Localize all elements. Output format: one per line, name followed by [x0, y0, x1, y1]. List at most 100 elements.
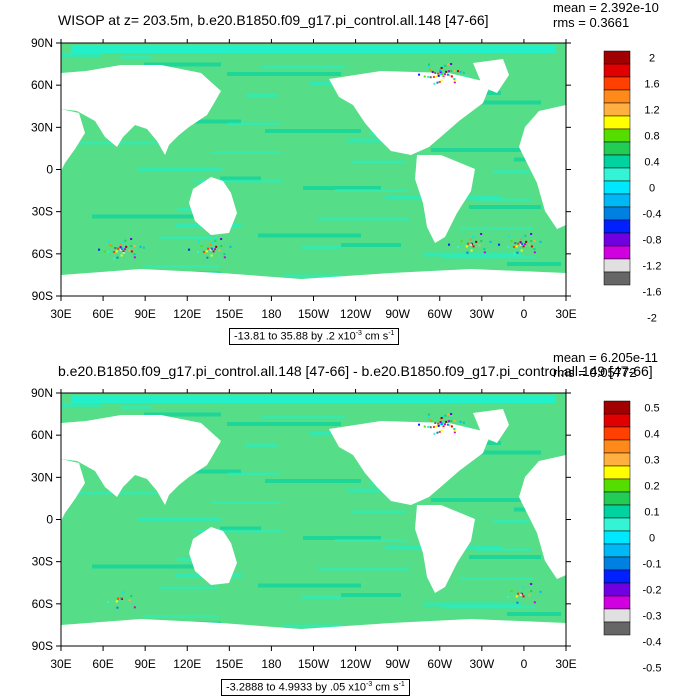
colorbar-label: -0.1 — [643, 559, 662, 571]
colorbar-label: 1.6 — [644, 79, 659, 91]
x-tick-label: 0 — [521, 307, 528, 321]
x-tick-label: 150E — [215, 307, 243, 321]
y-tick-label: 30S — [32, 205, 53, 219]
x-tick-label: 30E — [50, 657, 71, 671]
colorbar-cell — [603, 504, 631, 519]
colorbar-cell — [603, 569, 631, 584]
colorbar-cell — [603, 193, 631, 208]
y-tick-label: 60S — [32, 597, 53, 611]
x-tick-label: 120W — [340, 657, 372, 671]
land-mass-3 — [189, 177, 237, 235]
colorbar-label: 0.8 — [644, 131, 659, 143]
colorbar-cell — [603, 452, 631, 467]
land-mass-4 — [329, 421, 491, 505]
x-tick-label: 60W — [427, 307, 452, 321]
colorbar-label: 0.5 — [644, 403, 659, 415]
colorbar-cell — [603, 63, 631, 78]
x-tick-label: 180 — [261, 657, 281, 671]
x-tick-label: 120E — [173, 307, 201, 321]
y-tick-label: 90S — [32, 639, 53, 653]
y-tick-label: 30N — [31, 120, 53, 134]
land-mass-5 — [415, 505, 475, 593]
x-tick-label: 120W — [340, 307, 372, 321]
colorbar-cell — [603, 400, 631, 415]
colorbar-cell — [603, 621, 631, 636]
colorbar-cell — [603, 206, 631, 221]
colorbar-label: -0.2 — [643, 585, 662, 597]
colorbar-cell — [603, 491, 631, 506]
x-tick-label: 30E — [555, 307, 576, 321]
land-mass-6 — [473, 409, 509, 443]
x-tick-label: 60E — [92, 657, 113, 671]
land-mass-4 — [329, 71, 491, 155]
colorbar-label: 0.3 — [644, 455, 659, 467]
colorbar-cell — [603, 89, 631, 104]
colorbar-cell — [603, 115, 631, 130]
panel1-rms: rms = 0.3661 — [553, 15, 630, 30]
land-mass-6 — [473, 59, 509, 93]
land-mass-2 — [61, 109, 85, 171]
x-tick-label: 60E — [92, 307, 113, 321]
panel2-title: b.e20.B1850.f09_g17.pi_control.all.148 [… — [58, 363, 653, 379]
colorbar-label: 0.2 — [644, 481, 659, 493]
panel2-mean: mean = 6.205e-11 — [553, 350, 658, 365]
colorbar-label: 0.1 — [644, 507, 659, 519]
x-tick-label: 90W — [385, 657, 410, 671]
colorbar-label: -0.5 — [643, 663, 662, 675]
colorbar-cell — [603, 102, 631, 117]
panel2-map-plot: 30E 60E 90E 120E 150E 180 150W 120W 90W 60W 30W 0 30… — [31, 386, 662, 675]
colorbar-label: 0 — [649, 183, 655, 195]
arctic-strip — [71, 45, 556, 53]
y-tick-label: 0 — [46, 163, 53, 177]
panel1-mean: mean = 2.392e-10 — [553, 0, 659, 15]
y-tick-label: 30S — [32, 555, 53, 569]
x-tick-label: 0 — [521, 657, 528, 671]
colorbar-cell — [603, 232, 631, 247]
colorbar-label: 0 — [649, 533, 655, 545]
colorbar-label: -0.8 — [643, 235, 662, 247]
colorbar-label: -0.4 — [643, 637, 662, 649]
colorbar-label: -1.2 — [643, 261, 662, 273]
colorbar-label: 0.4 — [644, 429, 659, 441]
x-tick-label: 120E — [173, 657, 201, 671]
panel2-rms: rms = 0.05772 — [553, 365, 637, 380]
x-tick-label: 30E — [555, 657, 576, 671]
colorbar-label: 0.4 — [644, 157, 659, 169]
colorbar-cell — [603, 439, 631, 454]
arctic-strip — [71, 395, 556, 403]
colorbar-cell — [603, 478, 631, 493]
land-mass-1 — [519, 455, 566, 579]
colorbar-cell — [603, 141, 631, 156]
colorbar-cell — [603, 258, 631, 273]
y-tick-label: 60S — [32, 247, 53, 261]
land-mass-3 — [189, 527, 237, 585]
land-mass-0 — [61, 65, 221, 155]
colorbar-cell — [603, 154, 631, 169]
x-tick-label: 30W — [469, 657, 494, 671]
land-mass-5 — [415, 155, 475, 243]
colorbar-cell — [603, 543, 631, 558]
colorbar-cell — [603, 413, 631, 428]
land-mass-1 — [519, 105, 566, 229]
colorbar-cell — [603, 271, 631, 286]
colorbar-cell — [603, 595, 631, 610]
colorbar-cell — [603, 517, 631, 532]
colorbar-cell — [603, 180, 631, 195]
colorbar-cell — [603, 530, 631, 545]
land-mass-7 — [61, 269, 566, 296]
colorbar-cell — [603, 556, 631, 571]
colorbar-label: -0.4 — [643, 209, 662, 221]
y-tick-label: 60N — [31, 428, 53, 442]
y-tick-label: 30N — [31, 470, 53, 484]
colorbar-cell — [603, 426, 631, 441]
colorbar-label: 1.2 — [644, 105, 659, 117]
colorbar-label: -0.3 — [643, 611, 662, 623]
land-mass-7 — [61, 619, 566, 646]
x-tick-label: 90E — [134, 307, 155, 321]
panel1-title: WISOP at z= 203.5m, b.e20.B1850.f09_g17.… — [58, 12, 489, 28]
colorbar-cell — [603, 582, 631, 597]
y-tick-label: 90N — [31, 36, 53, 50]
land-mass-0 — [61, 415, 221, 505]
colorbar-cell — [603, 465, 631, 480]
panel1-map-plot: 30E 60E 90E 120E 150E 180 150W 120W 90W 60W 30W 0 30… — [31, 36, 662, 325]
